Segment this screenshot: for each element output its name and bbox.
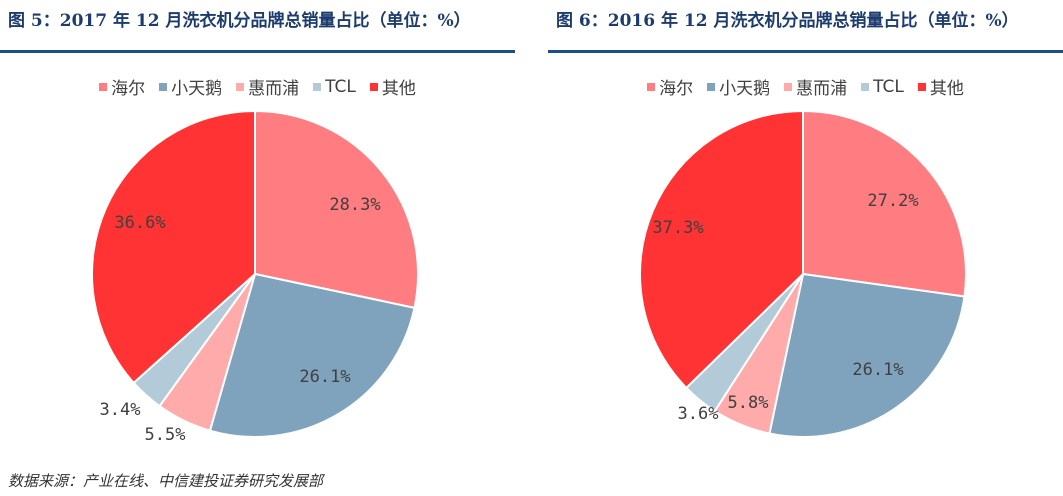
legend-item-tcl: TCL xyxy=(861,74,904,99)
data-label-haier: 27.2% xyxy=(867,191,918,211)
legend-item-haier: 海尔 xyxy=(647,74,693,99)
source-note: 数据来源：产业在线、中信建投证券研究发展部 xyxy=(8,472,324,490)
data-label-littleswan: 26.1% xyxy=(852,360,903,380)
pie-slice-littleswan xyxy=(768,272,966,438)
data-label-littleswan: 26.1% xyxy=(299,367,350,387)
legend-label: TCL xyxy=(873,76,904,97)
legend-item-haier: 海尔 xyxy=(99,74,145,99)
chart-legend: 海尔 小天鹅 惠而浦 TCL 其他 xyxy=(0,74,515,99)
chart-title: 图 5：2017 年 12 月洗衣机分品牌总销量占比（单位：%） xyxy=(8,11,471,31)
legend-swatch xyxy=(917,82,926,91)
pie-slice-other xyxy=(639,109,804,390)
legend-label: 海尔 xyxy=(111,79,146,99)
legend-label: TCL xyxy=(325,76,356,97)
legend-swatch xyxy=(99,82,108,91)
chart-panel-2017: 图 5：2017 年 12 月洗衣机分品牌总销量占比（单位：%） 海尔 小天鹅 … xyxy=(0,0,515,470)
legend-item-littleswan: 小天鹅 xyxy=(159,74,222,99)
data-label-whirlpool: 5.8% xyxy=(728,393,769,413)
legend-item-other: 其他 xyxy=(369,74,416,99)
data-label-whirlpool: 5.5% xyxy=(145,425,186,445)
data-label-other: 36.6% xyxy=(114,213,165,233)
legend-swatch xyxy=(647,82,656,91)
data-label-tcl: 3.6% xyxy=(678,404,719,424)
legend-label: 小天鹅 xyxy=(719,79,771,99)
legend-item-tcl: TCL xyxy=(313,74,356,99)
pie-chart-2016: 27.2% 26.1% 5.8% 3.6% 37.3% xyxy=(639,109,967,438)
data-label-other: 37.3% xyxy=(652,218,703,238)
legend-label: 其他 xyxy=(929,79,964,99)
legend-swatch xyxy=(313,82,322,91)
data-label-haier: 28.3% xyxy=(329,195,380,215)
pie-slice-littleswan xyxy=(208,272,416,438)
legend-swatch xyxy=(236,82,245,91)
title-divider xyxy=(548,50,1063,53)
legend-swatch xyxy=(159,82,168,91)
legend-label: 小天鹅 xyxy=(171,79,223,99)
legend-label: 其他 xyxy=(381,79,416,99)
pie-slice-other xyxy=(91,109,256,385)
pie-chart-2017: 28.3% 26.1% 5.5%3.4% 36.6% xyxy=(91,109,419,445)
legend-item-whirlpool: 惠而浦 xyxy=(784,74,847,99)
legend-swatch xyxy=(369,82,378,91)
chart-title: 图 6：2016 年 12 月洗衣机分品牌总销量占比（单位：%） xyxy=(556,11,1019,31)
chart-legend: 海尔 小天鹅 惠而浦 TCL 其他 xyxy=(548,74,1063,99)
legend-item-littleswan: 小天鹅 xyxy=(707,74,770,99)
legend-label: 惠而浦 xyxy=(796,79,848,99)
legend-swatch xyxy=(861,82,870,91)
chart-panel-2016: 图 6：2016 年 12 月洗衣机分品牌总销量占比（单位：%） 海尔 小天鹅 … xyxy=(548,0,1063,470)
legend-swatch xyxy=(707,82,716,91)
pie-slice-haier xyxy=(254,109,419,310)
legend-item-other: 其他 xyxy=(917,74,964,99)
legend-item-whirlpool: 惠而浦 xyxy=(236,74,299,99)
legend-label: 惠而浦 xyxy=(248,79,300,99)
legend-label: 海尔 xyxy=(659,79,694,99)
legend-swatch xyxy=(784,82,793,91)
data-label-tcl: 3.4% xyxy=(100,400,141,420)
pie-slice-haier xyxy=(802,109,967,298)
title-divider xyxy=(0,50,515,53)
